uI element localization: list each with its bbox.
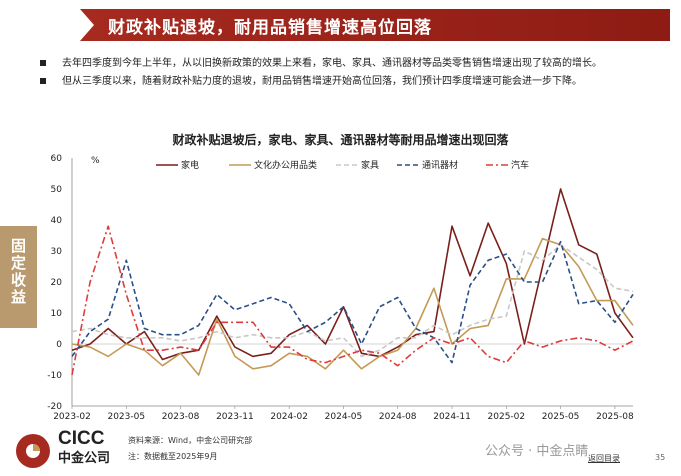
logo-chinese-name: 中金公司 (58, 451, 111, 466)
y-unit-label: % (91, 156, 100, 166)
data-note: 注：数据截至2025年9月 (128, 452, 218, 461)
x-tick-label: 2024-08 (379, 412, 417, 422)
bullet-square-icon (40, 78, 46, 84)
legend-label: 汽车 (511, 159, 529, 171)
series-line (71, 188, 634, 361)
y-tick-label: 10 (51, 309, 63, 319)
legend-label: 家电 (181, 159, 199, 171)
back-to-contents-link[interactable]: 返回目录 (588, 454, 620, 463)
logo-wordmark: CICC (58, 428, 105, 449)
x-tick-label: 2024-05 (325, 412, 363, 422)
x-tick-label: 2024-11 (433, 412, 471, 422)
legend-label: 通讯器材 (422, 159, 458, 171)
y-tick-label: 60 (51, 154, 63, 164)
page-title: 财政补贴退坡，耐用品销售增速高位回落 (108, 18, 432, 38)
series-line (71, 237, 634, 376)
y-tick-label: 20 (51, 278, 63, 288)
y-tick-label: 30 (51, 247, 63, 257)
legend-label: 文化办公用品类 (254, 159, 317, 171)
bullet-text: 但从三季度以来，随着财政补贴力度的退坡，耐用品销售增速开始高位回落，我们预计四季… (62, 76, 582, 87)
bullet-item: 去年四季度到今年上半年，从以旧换新政策的效果上来看，家电、家具、通讯器材等品类零… (40, 56, 665, 71)
chart-title: 财政补贴退坡后，家电、家具、通讯器材等耐用品增速出现回落 (172, 133, 509, 147)
x-tick-label: 2025-05 (542, 412, 580, 422)
bullet-square-icon (40, 60, 46, 66)
title-banner (80, 9, 670, 41)
watermark-text: 公众号 · 中金点睛 (485, 444, 589, 459)
y-tick-label: -20 (47, 402, 62, 412)
x-tick-label: 2025-02 (488, 412, 526, 422)
section-side-tab (0, 226, 37, 328)
cicc-logo-icon (16, 434, 50, 468)
bullet-list: 去年四季度到今年上半年，从以旧换新政策的效果上来看，家电、家具、通讯器材等品类零… (40, 56, 665, 92)
y-tick-label: -10 (47, 371, 62, 381)
y-tick-label: 40 (51, 216, 63, 226)
page-number: 35 (655, 453, 666, 462)
x-tick-label: 2024-02 (270, 412, 308, 422)
source-note: 资料来源：Wind，中金公司研究部 (128, 436, 253, 445)
series-line (71, 240, 634, 364)
bullet-item: 但从三季度以来，随着财政补贴力度的退坡，耐用品销售增速开始高位回落，我们预计四季… (40, 74, 665, 89)
title-banner-notch (80, 9, 94, 41)
x-tick-label: 2023-02 (53, 412, 91, 422)
bullet-text: 去年四季度到今年上半年，从以旧换新政策的效果上来看，家电、家具、通讯器材等品类零… (62, 58, 602, 69)
x-tick-label: 2023-08 (162, 412, 200, 422)
series-line (71, 244, 634, 358)
x-tick-label: 2023-05 (107, 412, 145, 422)
y-tick-label: 50 (51, 185, 63, 195)
x-tick-label: 2025-08 (596, 412, 634, 422)
y-tick-label: 0 (56, 340, 62, 350)
series-line (71, 225, 634, 376)
section-side-label: 固定收益 (9, 238, 27, 306)
x-tick-label: 2023-11 (216, 412, 254, 422)
legend-label: 家具 (361, 159, 379, 171)
